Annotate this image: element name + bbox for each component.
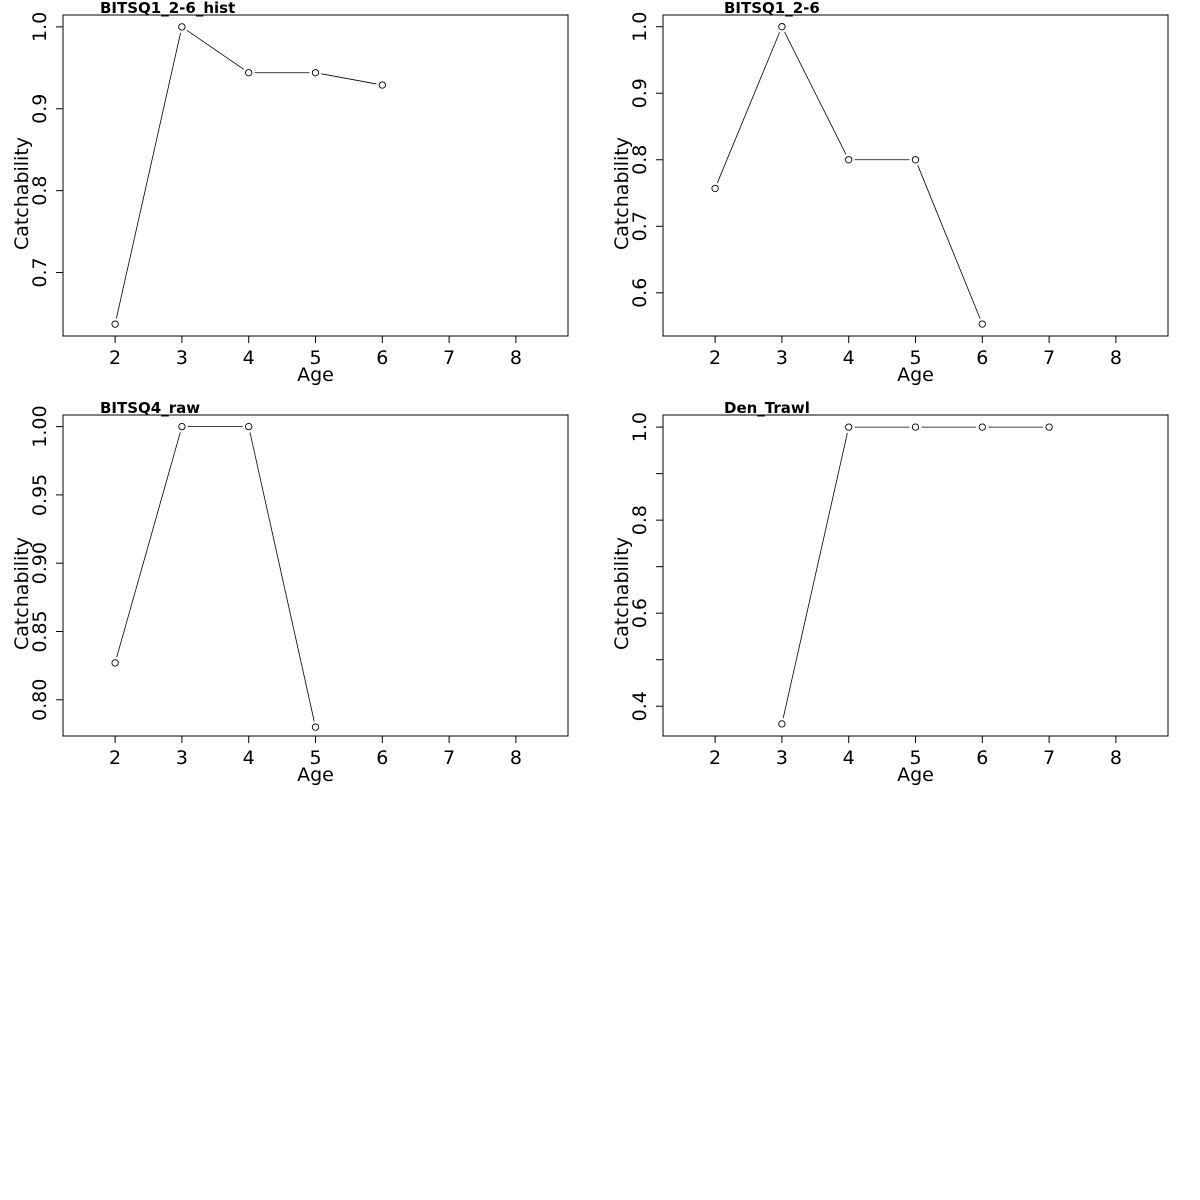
x-axis-label: Age [297,364,334,386]
y-tick-label: 0.8 [29,176,51,206]
series-line-segment [321,73,377,85]
x-tick-label: 4 [243,747,255,769]
x-axis-label: Age [897,364,934,386]
x-tick-label: 2 [709,347,721,369]
chart-title: BITSQ1_2-6 [724,0,820,17]
x-tick-label: 8 [510,747,522,769]
y-tick-label: 0.95 [29,474,51,516]
data-point [911,423,920,431]
y-axis-label: Catchability [611,537,633,650]
series-line-segment [917,165,981,319]
y-axis-label: Catchability [11,537,33,650]
series-line-segment [116,432,181,658]
series-line-segment [784,31,847,155]
x-tick-label: 3 [776,347,788,369]
data-point [778,720,786,728]
x-tick-label: 6 [976,347,988,369]
y-tick-label: 0.6 [629,278,651,308]
y-tick-label: 1.00 [29,405,51,447]
data-point [178,422,186,431]
data-point [711,184,719,193]
x-tick-label: 7 [1043,347,1055,369]
chart-panel-3: BITSQ4_raw 2 3 4 5 6 7 8 Age 0.80 0.85 0.90 0.95 1.00… [11,399,569,786]
plot-frame [62,414,569,737]
data-point [378,81,386,89]
x-tick-label: 5 [309,747,321,769]
x-tick-label: 2 [709,747,721,769]
y-tick-label: 0.80 [29,679,51,721]
x-tick-label: 6 [376,747,388,769]
data-point [311,723,320,731]
x-tick-label: 6 [376,347,388,369]
data-point [845,423,853,431]
plot-frame [662,14,1169,337]
data-point [111,659,119,667]
x-tick-label: 5 [909,747,921,769]
y-tick-label: 0.4 [629,691,651,721]
x-axis-label: Age [297,764,334,786]
series-line-segment [717,32,780,183]
y-tick-label: 1.0 [629,412,651,442]
y-tick-label: 1.0 [29,12,51,42]
x-tick-label: 5 [309,347,321,369]
y-tick-label: 0.6 [629,598,651,628]
series-line-segment [116,32,181,319]
y-axis-label: Catchability [11,137,33,250]
x-tick-label: 7 [1043,747,1055,769]
y-tick-label: 0.8 [629,145,651,175]
x-tick-label: 3 [176,347,188,369]
y-tick-label: 0.9 [29,94,51,124]
y-tick-label: 1.0 [629,12,651,42]
x-tick-label: 2 [109,747,121,769]
x-tick-label: 8 [1110,747,1122,769]
data-point [911,156,920,164]
x-tick-label: 3 [776,747,788,769]
x-tick-label: 7 [443,347,455,369]
x-tick-label: 3 [176,747,188,769]
data-point [245,69,253,77]
x-tick-label: 5 [909,347,921,369]
series-line-segment [186,29,244,70]
chart-title: BITSQ4_raw [100,399,200,417]
y-axis-label: Catchability [611,137,633,250]
data-point [1045,423,1053,431]
data-point [178,23,186,31]
chart-panel-2: BITSQ1_2-6 2 3 4 5 6 7 8 Age 0.6 0.7 0.8 0.9 1.0 Catch… [611,0,1169,386]
chart-title: Den_Trawl [724,399,810,417]
chart-panel-4: Den_Trawl 2 3 4 5 6 7 8 Age 0.4 0.6 0.8 1.0 Catchabil… [611,399,1169,786]
y-tick-label: 0.8 [629,505,651,535]
data-point [978,320,986,328]
data-point [845,156,853,164]
plot-frame [662,414,1169,737]
series-line-segment [249,432,315,722]
x-tick-label: 7 [443,747,455,769]
y-tick-label: 0.7 [629,211,651,241]
series-line-segment [782,432,848,719]
y-tick-label: 0.7 [29,257,51,287]
chart-title: BITSQ1_2-6_hist [100,0,235,17]
x-tick-label: 4 [243,347,255,369]
y-tick-label: 0.85 [29,610,51,652]
chart-panel-1: BITSQ1_2-6_hist 2 3 4 5 6 7 8 Age 0.7 0.8 0.9 1.0 Cat… [11,0,569,386]
x-tick-label: 8 [510,347,522,369]
data-point [978,423,986,431]
x-tick-label: 4 [843,347,855,369]
data-point [111,320,119,328]
x-tick-label: 2 [109,347,121,369]
data-point [311,69,320,77]
x-tick-label: 6 [976,747,988,769]
plot-frame [62,14,569,337]
x-tick-label: 4 [843,747,855,769]
x-tick-label: 8 [1110,347,1122,369]
y-tick-label: 0.9 [629,78,651,108]
data-point [778,23,786,31]
data-point [245,422,253,431]
x-axis-label: Age [897,764,934,786]
y-tick-label: 0.90 [29,542,51,584]
